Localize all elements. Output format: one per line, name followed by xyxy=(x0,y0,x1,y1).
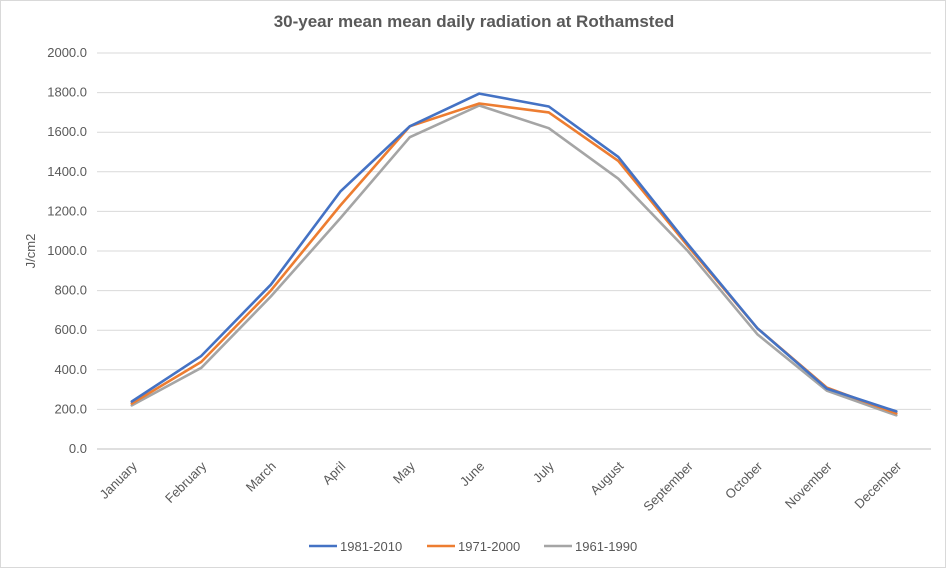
series-line xyxy=(130,92,898,413)
x-tick-label: April xyxy=(319,458,348,487)
y-tick-label: 1600.0 xyxy=(47,124,87,139)
gridlines xyxy=(97,52,931,450)
x-tick-label: March xyxy=(243,459,279,495)
x-tick-label: February xyxy=(162,458,210,506)
x-tick-label: November xyxy=(782,458,835,511)
y-tick-label: 0.0 xyxy=(69,441,87,456)
x-tick-label: May xyxy=(390,458,418,486)
y-tick-label: 800.0 xyxy=(54,283,87,298)
y-tick-label: 1800.0 xyxy=(47,85,87,100)
y-axis: 0.0 200.0 400.0 600.0 800.0 1000.0 1200.0 1400.… xyxy=(47,45,87,456)
y-tick-label: 2000.0 xyxy=(47,45,87,60)
series-line xyxy=(130,102,898,415)
y-tick-label: 1000.0 xyxy=(47,243,87,258)
legend-label: 1971-2000 xyxy=(458,539,520,554)
x-tick-label: October xyxy=(722,458,766,502)
chart-title: 30-year mean mean daily radiation at Rot… xyxy=(273,12,675,31)
legend-label: 1981-2010 xyxy=(340,539,402,554)
x-axis: January February March April May June July Augu… xyxy=(97,458,905,514)
y-tick-label: 1400.0 xyxy=(47,164,87,179)
x-tick-label: July xyxy=(530,458,557,485)
y-tick-label: 1200.0 xyxy=(47,203,87,218)
x-tick-label: December xyxy=(851,458,904,511)
series-group xyxy=(130,92,898,417)
y-tick-label: 200.0 xyxy=(54,401,87,416)
series-line xyxy=(130,104,898,417)
x-tick-label: September xyxy=(640,458,696,514)
x-tick-label: August xyxy=(587,458,626,497)
y-tick-label: 600.0 xyxy=(54,322,87,337)
x-tick-label: January xyxy=(97,458,141,502)
x-tick-label: June xyxy=(457,459,488,490)
legend-label: 1961-1990 xyxy=(575,539,637,554)
y-axis-title: J/cm2 xyxy=(23,234,38,269)
y-tick-label: 400.0 xyxy=(54,362,87,377)
legend: 1981-2010 1971-2000 1961-1990 xyxy=(309,539,637,554)
